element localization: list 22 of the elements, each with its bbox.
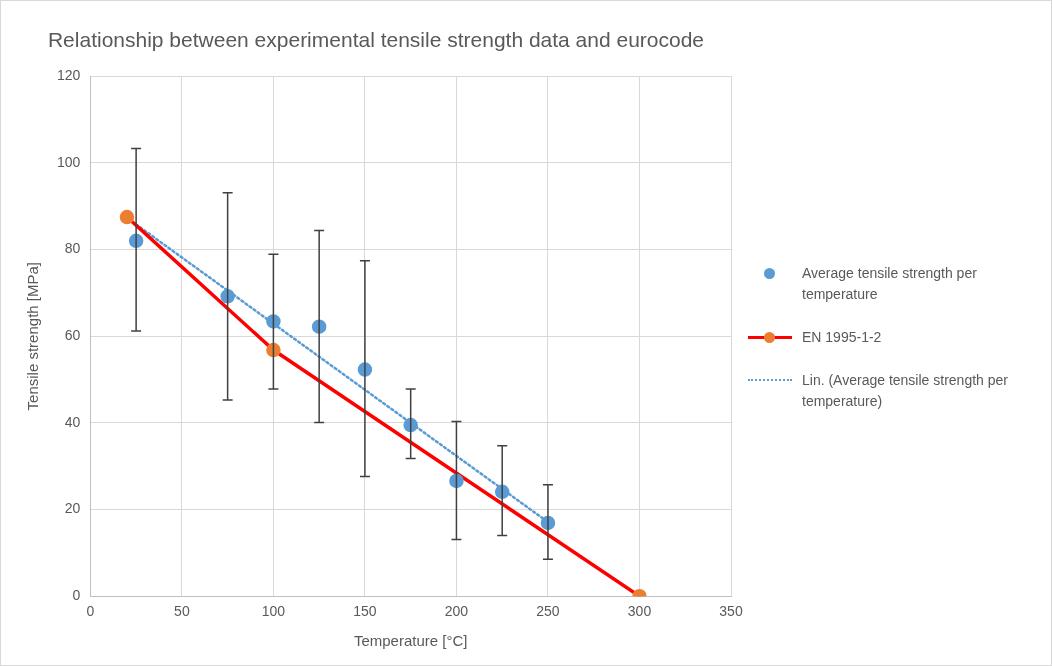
x-tick-label: 200 xyxy=(444,603,469,620)
x-tick-label: 0 xyxy=(86,603,95,620)
legend-label: Average tensile strength per temperature xyxy=(802,264,978,304)
y-tick-label: 100 xyxy=(57,153,81,170)
x-tick-label: 300 xyxy=(627,603,652,620)
y-tick-label: 60 xyxy=(64,327,81,344)
x-axis-title: Temperature [°C] xyxy=(353,632,468,650)
y-tick-label: 40 xyxy=(64,413,81,430)
x-tick-label: 50 xyxy=(174,603,190,620)
x-tick-label: 250 xyxy=(536,603,560,620)
x-tick-label: 100 xyxy=(261,603,286,620)
y-tick-label: 20 xyxy=(64,500,81,517)
point xyxy=(119,209,135,225)
x-tick-label: 350 xyxy=(719,603,743,620)
x-tick-label: 150 xyxy=(353,603,377,620)
y-tick-label: 120 xyxy=(57,67,81,84)
y-tick-label: 0 xyxy=(72,587,81,604)
legend-label: Lin. (Average tensile strength per temperature) xyxy=(802,371,1009,411)
legend-label: EN 1995-1-2 xyxy=(802,328,882,347)
y-tick-label: 80 xyxy=(64,240,81,257)
chart-title: Relationship between experimental tensile strength data and eurocode xyxy=(47,28,705,52)
y-axis-title: Tensile strength [MPa] xyxy=(24,262,42,411)
